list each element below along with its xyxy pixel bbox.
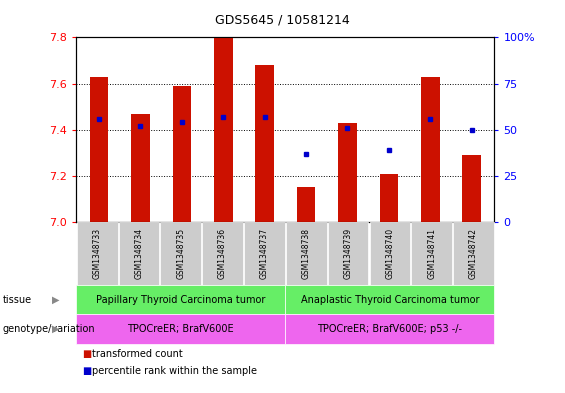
Bar — [297, 187, 315, 222]
Bar — [172, 86, 191, 222]
Text: GSM1348737: GSM1348737 — [260, 228, 269, 279]
Text: Papillary Thyroid Carcinoma tumor: Papillary Thyroid Carcinoma tumor — [96, 295, 266, 305]
Text: genotype/variation: genotype/variation — [3, 324, 95, 334]
Text: ■: ■ — [82, 366, 91, 376]
Text: GSM1348735: GSM1348735 — [176, 228, 185, 279]
Bar — [214, 37, 233, 222]
Bar — [380, 174, 398, 222]
Text: ▶: ▶ — [51, 295, 59, 305]
Bar — [90, 77, 108, 222]
Text: tissue: tissue — [3, 295, 32, 305]
Text: percentile rank within the sample: percentile rank within the sample — [92, 366, 257, 376]
Text: GSM1348739: GSM1348739 — [344, 228, 353, 279]
Text: TPOCreER; BrafV600E: TPOCreER; BrafV600E — [128, 324, 234, 334]
Text: GSM1348740: GSM1348740 — [385, 228, 394, 279]
Text: ▶: ▶ — [51, 324, 59, 334]
Text: TPOCreER; BrafV600E; p53 -/-: TPOCreER; BrafV600E; p53 -/- — [318, 324, 462, 334]
Text: ■: ■ — [82, 349, 91, 359]
Text: GSM1348734: GSM1348734 — [134, 228, 144, 279]
Bar — [255, 65, 274, 222]
Text: GSM1348736: GSM1348736 — [218, 228, 227, 279]
Bar — [338, 123, 357, 222]
Text: GDS5645 / 10581214: GDS5645 / 10581214 — [215, 14, 350, 27]
Bar — [462, 155, 481, 222]
Text: Anaplastic Thyroid Carcinoma tumor: Anaplastic Thyroid Carcinoma tumor — [301, 295, 479, 305]
Text: GSM1348738: GSM1348738 — [302, 228, 311, 279]
Text: GSM1348742: GSM1348742 — [469, 228, 478, 279]
Text: transformed count: transformed count — [92, 349, 183, 359]
Text: GSM1348733: GSM1348733 — [93, 228, 102, 279]
Text: GSM1348741: GSM1348741 — [427, 228, 436, 279]
Bar — [131, 114, 150, 222]
Bar — [421, 77, 440, 222]
